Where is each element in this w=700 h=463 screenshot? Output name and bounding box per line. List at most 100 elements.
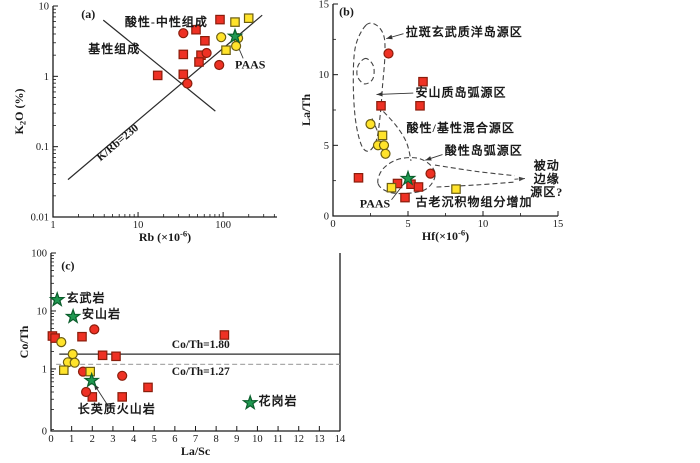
x-tick-label: 13: [314, 434, 325, 445]
circle-data-point: [378, 140, 390, 151]
x-tick-label: 4: [131, 434, 137, 445]
y-tick-label: 10: [37, 307, 48, 318]
annotation: 拉斑玄武质洋岛源区: [406, 24, 523, 39]
circle-data-point: [67, 348, 78, 360]
arrowhead: [386, 34, 393, 40]
series-red-circles: [77, 324, 128, 398]
y-axis-title: K2O (%): [12, 89, 28, 135]
x-tick-label: 9: [234, 434, 239, 445]
circle-data-point: [178, 28, 189, 39]
x-tick-label: 5: [405, 219, 410, 230]
arrowhead: [376, 91, 383, 97]
square-data-point: [58, 365, 69, 375]
circle-data-point: [182, 78, 193, 89]
y-tick-label: 1: [44, 72, 49, 83]
passive-margin-funnel-lower: [436, 181, 515, 188]
axis-spines: [52, 6, 277, 218]
circle-data-point: [365, 118, 376, 130]
x-tick-label: 12: [293, 434, 304, 445]
square-data-point: [243, 13, 254, 23]
annotation: (a): [81, 7, 95, 21]
x-tick-label: 1: [50, 220, 55, 231]
star-data-point: [399, 169, 417, 186]
square-data-point: [111, 351, 121, 362]
x-tick-label: 1: [69, 434, 74, 445]
annotation: K/Rb=230: [95, 122, 142, 164]
square-data-point: [194, 57, 204, 67]
arrowhead: [425, 156, 432, 161]
y-tick-label: 1: [42, 364, 47, 375]
square-data-point: [221, 45, 231, 55]
circle-data-point: [214, 59, 225, 71]
y-tick-label: 0: [324, 212, 329, 223]
square-data-point: [178, 49, 189, 60]
annotation: 基性组成: [87, 41, 140, 56]
star-data-point: [241, 394, 259, 410]
circle-data-point: [69, 357, 80, 368]
y-tick-label: 100: [31, 249, 47, 260]
series-green-stars: [226, 27, 244, 44]
annotation: 被动: [534, 157, 560, 172]
series-red-circles: [178, 28, 225, 89]
square-data-point: [143, 382, 153, 393]
panel-b: 0 5 10 15 0 5 10 15 Hf(×10-6) La/Th (b) 拉斑玄武质洋岛源区安山…: [300, 0, 563, 243]
x-tick-label: 7: [193, 434, 198, 445]
y-bottom-label: 0: [42, 427, 47, 438]
series-green-stars: [399, 169, 417, 186]
circle-data-point: [380, 148, 391, 159]
square-data-point: [386, 182, 397, 193]
circle-data-point: [425, 168, 436, 179]
square-data-point: [87, 392, 98, 402]
series-yellow-circles: [365, 118, 391, 159]
series-green-stars: [48, 290, 259, 410]
k-rb-230-line: [67, 14, 263, 181]
annotation: 花岗岩: [259, 393, 298, 408]
series-red-squares: [47, 330, 230, 402]
square-data-point: [376, 100, 386, 111]
square-data-point: [215, 14, 225, 25]
y-axis-title: Co/Th: [20, 325, 31, 358]
square-data-point: [230, 17, 240, 27]
series-red-squares: [152, 14, 225, 81]
panel-b-chart-lath-vs-hf: 0 5 10 15 0 5 10 15 Hf(×10-6) La/Th (b) 拉斑玄武质洋岛源区安山…: [300, 0, 563, 243]
annotation: 安山岩: [82, 306, 121, 321]
circle-data-point: [231, 40, 242, 52]
series-yellow-circles: [56, 336, 80, 368]
square-data-point: [418, 76, 428, 87]
annotation: Co/Th=1.27: [172, 366, 230, 378]
x-tick-label: 5: [152, 434, 157, 445]
y-tick-label: 0.1: [36, 142, 49, 153]
square-data-point: [77, 331, 87, 342]
x-axis-title: Rb (×10-6): [139, 229, 191, 244]
square-data-point: [451, 184, 461, 194]
x-tick-label: 10: [478, 219, 489, 230]
annotation: 安山质岛弧源区: [416, 85, 507, 100]
annotation: 古老沉积物组分增加: [416, 194, 533, 209]
x-axis-title: Hf(×10-6): [422, 228, 469, 243]
square-data-point: [152, 70, 163, 81]
annotation: PAAS: [360, 197, 391, 211]
star-data-point: [48, 290, 66, 307]
x-tick-label: 11: [273, 434, 283, 445]
series-yellow-squares: [58, 365, 95, 377]
x-tick-label: 2: [90, 434, 95, 445]
x-tick-label: 100: [215, 220, 231, 231]
y-tick-label: 10: [319, 70, 330, 81]
annotation: 酸性-中性组成: [125, 14, 208, 29]
panel-c: 0 1 2 3 4 5 6 7 8 9 10 11 12 13 141101000La/ScCo/Th(c)…: [20, 249, 346, 459]
x-axis-title: La/Sc: [181, 444, 211, 458]
square-data-point: [400, 192, 410, 203]
y-axis-title: La/Th: [300, 94, 313, 126]
inner-ellipse: [356, 57, 375, 85]
annotation: 酸性岛弧源区: [445, 143, 523, 158]
arrowhead: [518, 176, 525, 182]
passive-margin-funnel-upper: [434, 164, 515, 177]
andesitic-label-arrow: [376, 92, 414, 95]
x-tick-label: 0: [48, 434, 53, 445]
mixed-source-corridor-right: [377, 105, 412, 162]
circle-data-point: [216, 32, 227, 43]
square-data-point: [191, 24, 201, 35]
annotation: 酸性/基性混合源区: [407, 120, 515, 135]
